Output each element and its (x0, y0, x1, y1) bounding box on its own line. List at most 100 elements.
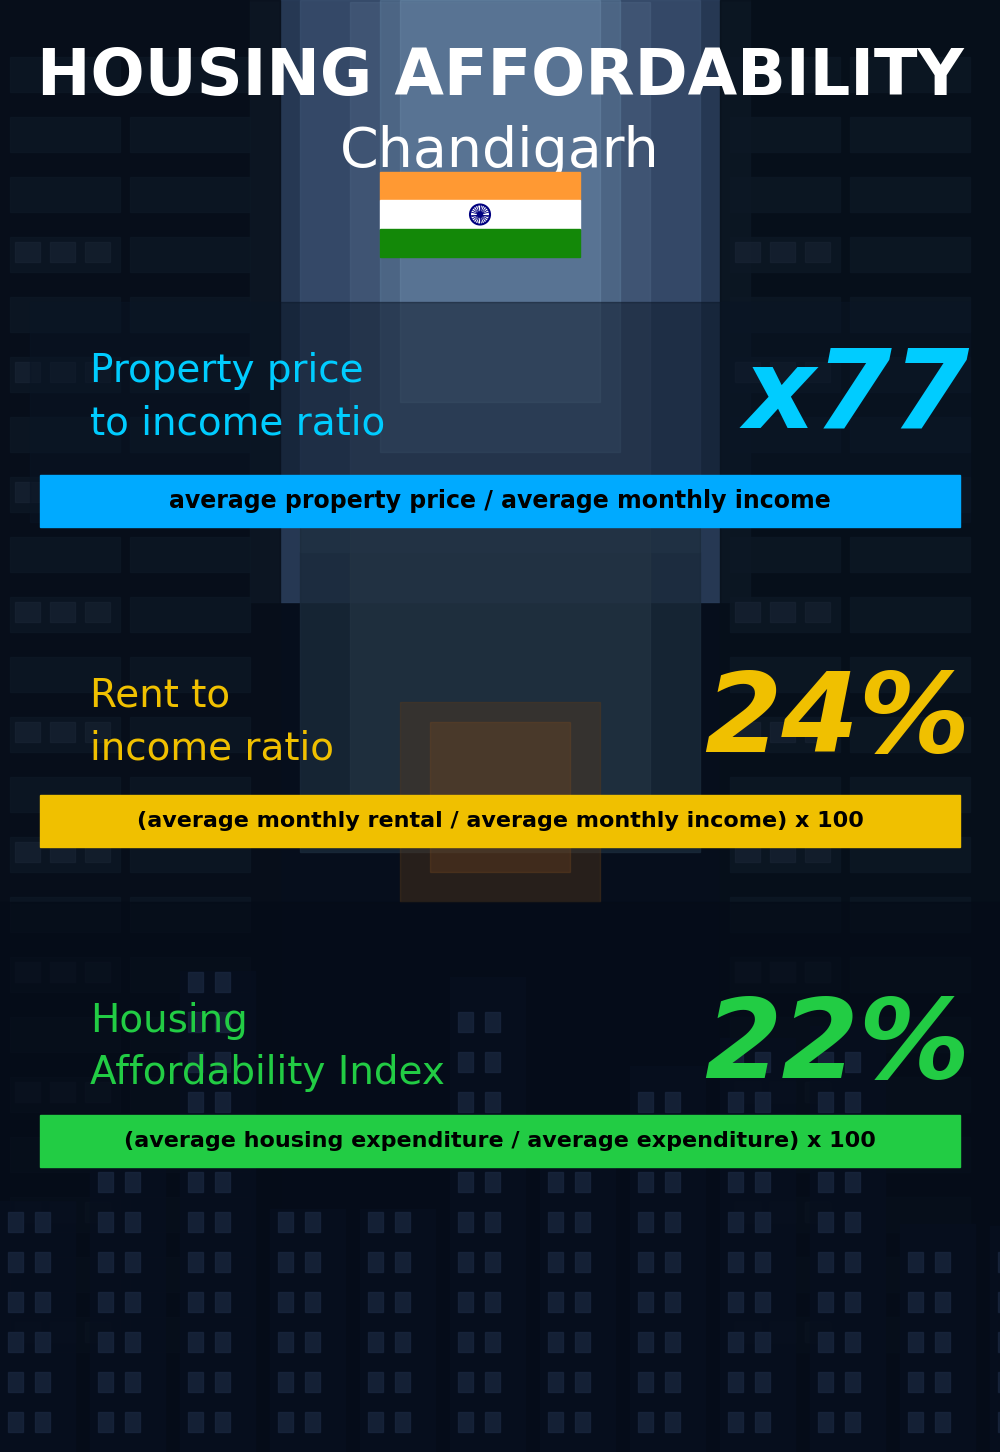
Bar (98, 1411, 113, 1432)
Bar (188, 1292, 203, 1313)
Bar (0, 902, 1000, 1452)
Bar (10, 1317, 120, 1352)
Bar (130, 836, 250, 873)
Text: 24%: 24% (704, 668, 970, 775)
Bar (755, 1212, 770, 1231)
Bar (850, 177, 970, 212)
Bar (485, 1133, 500, 1151)
Bar (908, 1331, 923, 1352)
Bar (278, 1252, 293, 1272)
Bar (400, 0, 600, 402)
Bar (368, 1212, 383, 1231)
Text: (average housing expenditure / average expenditure) x 100: (average housing expenditure / average e… (124, 1131, 876, 1151)
Bar (770, 1202, 795, 1223)
Bar (638, 1092, 653, 1112)
Bar (908, 1292, 923, 1313)
Bar (85, 1321, 110, 1342)
Bar (305, 1372, 320, 1392)
Bar (450, 1000, 525, 1452)
Bar (50, 842, 75, 862)
Bar (98, 1331, 113, 1352)
Bar (805, 482, 830, 502)
Bar (8, 1172, 23, 1192)
Bar (430, 722, 570, 873)
Bar (85, 1082, 110, 1102)
Bar (575, 1372, 590, 1392)
Bar (665, 1212, 680, 1231)
Bar (215, 1212, 230, 1231)
Bar (8, 1292, 23, 1313)
Bar (395, 1292, 410, 1313)
Bar (35, 1292, 50, 1313)
Bar (770, 1321, 795, 1342)
Bar (395, 1133, 410, 1151)
Bar (850, 1317, 970, 1352)
Bar (755, 1331, 770, 1352)
Bar (130, 717, 250, 752)
Bar (130, 298, 250, 333)
Bar (850, 237, 970, 272)
Bar (575, 1292, 590, 1313)
Bar (935, 1212, 950, 1231)
Bar (728, 1372, 743, 1392)
Bar (755, 1372, 770, 1392)
Bar (305, 1292, 320, 1313)
Bar (395, 1212, 410, 1231)
Bar (665, 1372, 680, 1392)
Bar (85, 362, 110, 382)
Bar (15, 482, 40, 502)
Bar (10, 118, 120, 152)
Bar (188, 1172, 203, 1192)
Bar (130, 417, 250, 452)
Bar (15, 603, 40, 621)
Text: Property price
to income ratio: Property price to income ratio (90, 351, 385, 443)
Bar (730, 417, 840, 452)
Bar (575, 1331, 590, 1352)
Bar (665, 1012, 680, 1032)
Bar (98, 1292, 113, 1313)
Bar (998, 1212, 1000, 1231)
Bar (638, 1372, 653, 1392)
Bar (50, 482, 75, 502)
Bar (485, 1411, 500, 1432)
Bar (125, 1212, 140, 1231)
Bar (10, 1016, 120, 1053)
Bar (850, 357, 970, 392)
Bar (818, 1411, 833, 1432)
Circle shape (478, 212, 482, 216)
Bar (350, 502, 650, 802)
Bar (180, 1114, 255, 1452)
Bar (458, 1012, 473, 1032)
Text: average property price / average monthly income: average property price / average monthly… (169, 489, 831, 513)
Text: Rent to
income ratio: Rent to income ratio (90, 677, 334, 768)
Bar (735, 1321, 760, 1342)
Bar (998, 1372, 1000, 1392)
Bar (845, 1252, 860, 1272)
Bar (638, 1411, 653, 1432)
Bar (630, 976, 705, 1452)
Bar (730, 1077, 840, 1112)
Bar (395, 1411, 410, 1432)
Bar (818, 1372, 833, 1392)
Bar (850, 478, 970, 513)
Bar (15, 1202, 40, 1223)
Bar (850, 1257, 970, 1292)
Bar (730, 1016, 840, 1053)
Bar (380, 200, 580, 228)
Bar (350, 1, 650, 502)
Bar (728, 1411, 743, 1432)
Bar (10, 237, 120, 272)
Text: Housing
Affordability Index: Housing Affordability Index (90, 1002, 445, 1092)
Bar (130, 897, 250, 932)
Bar (50, 1082, 75, 1102)
Bar (10, 1257, 120, 1292)
Bar (665, 1292, 680, 1313)
Bar (850, 118, 970, 152)
Bar (278, 1411, 293, 1432)
Bar (998, 1172, 1000, 1192)
Bar (15, 1082, 40, 1102)
Bar (755, 1411, 770, 1432)
Bar (805, 1321, 830, 1342)
Bar (8, 1252, 23, 1272)
Bar (15, 842, 40, 862)
